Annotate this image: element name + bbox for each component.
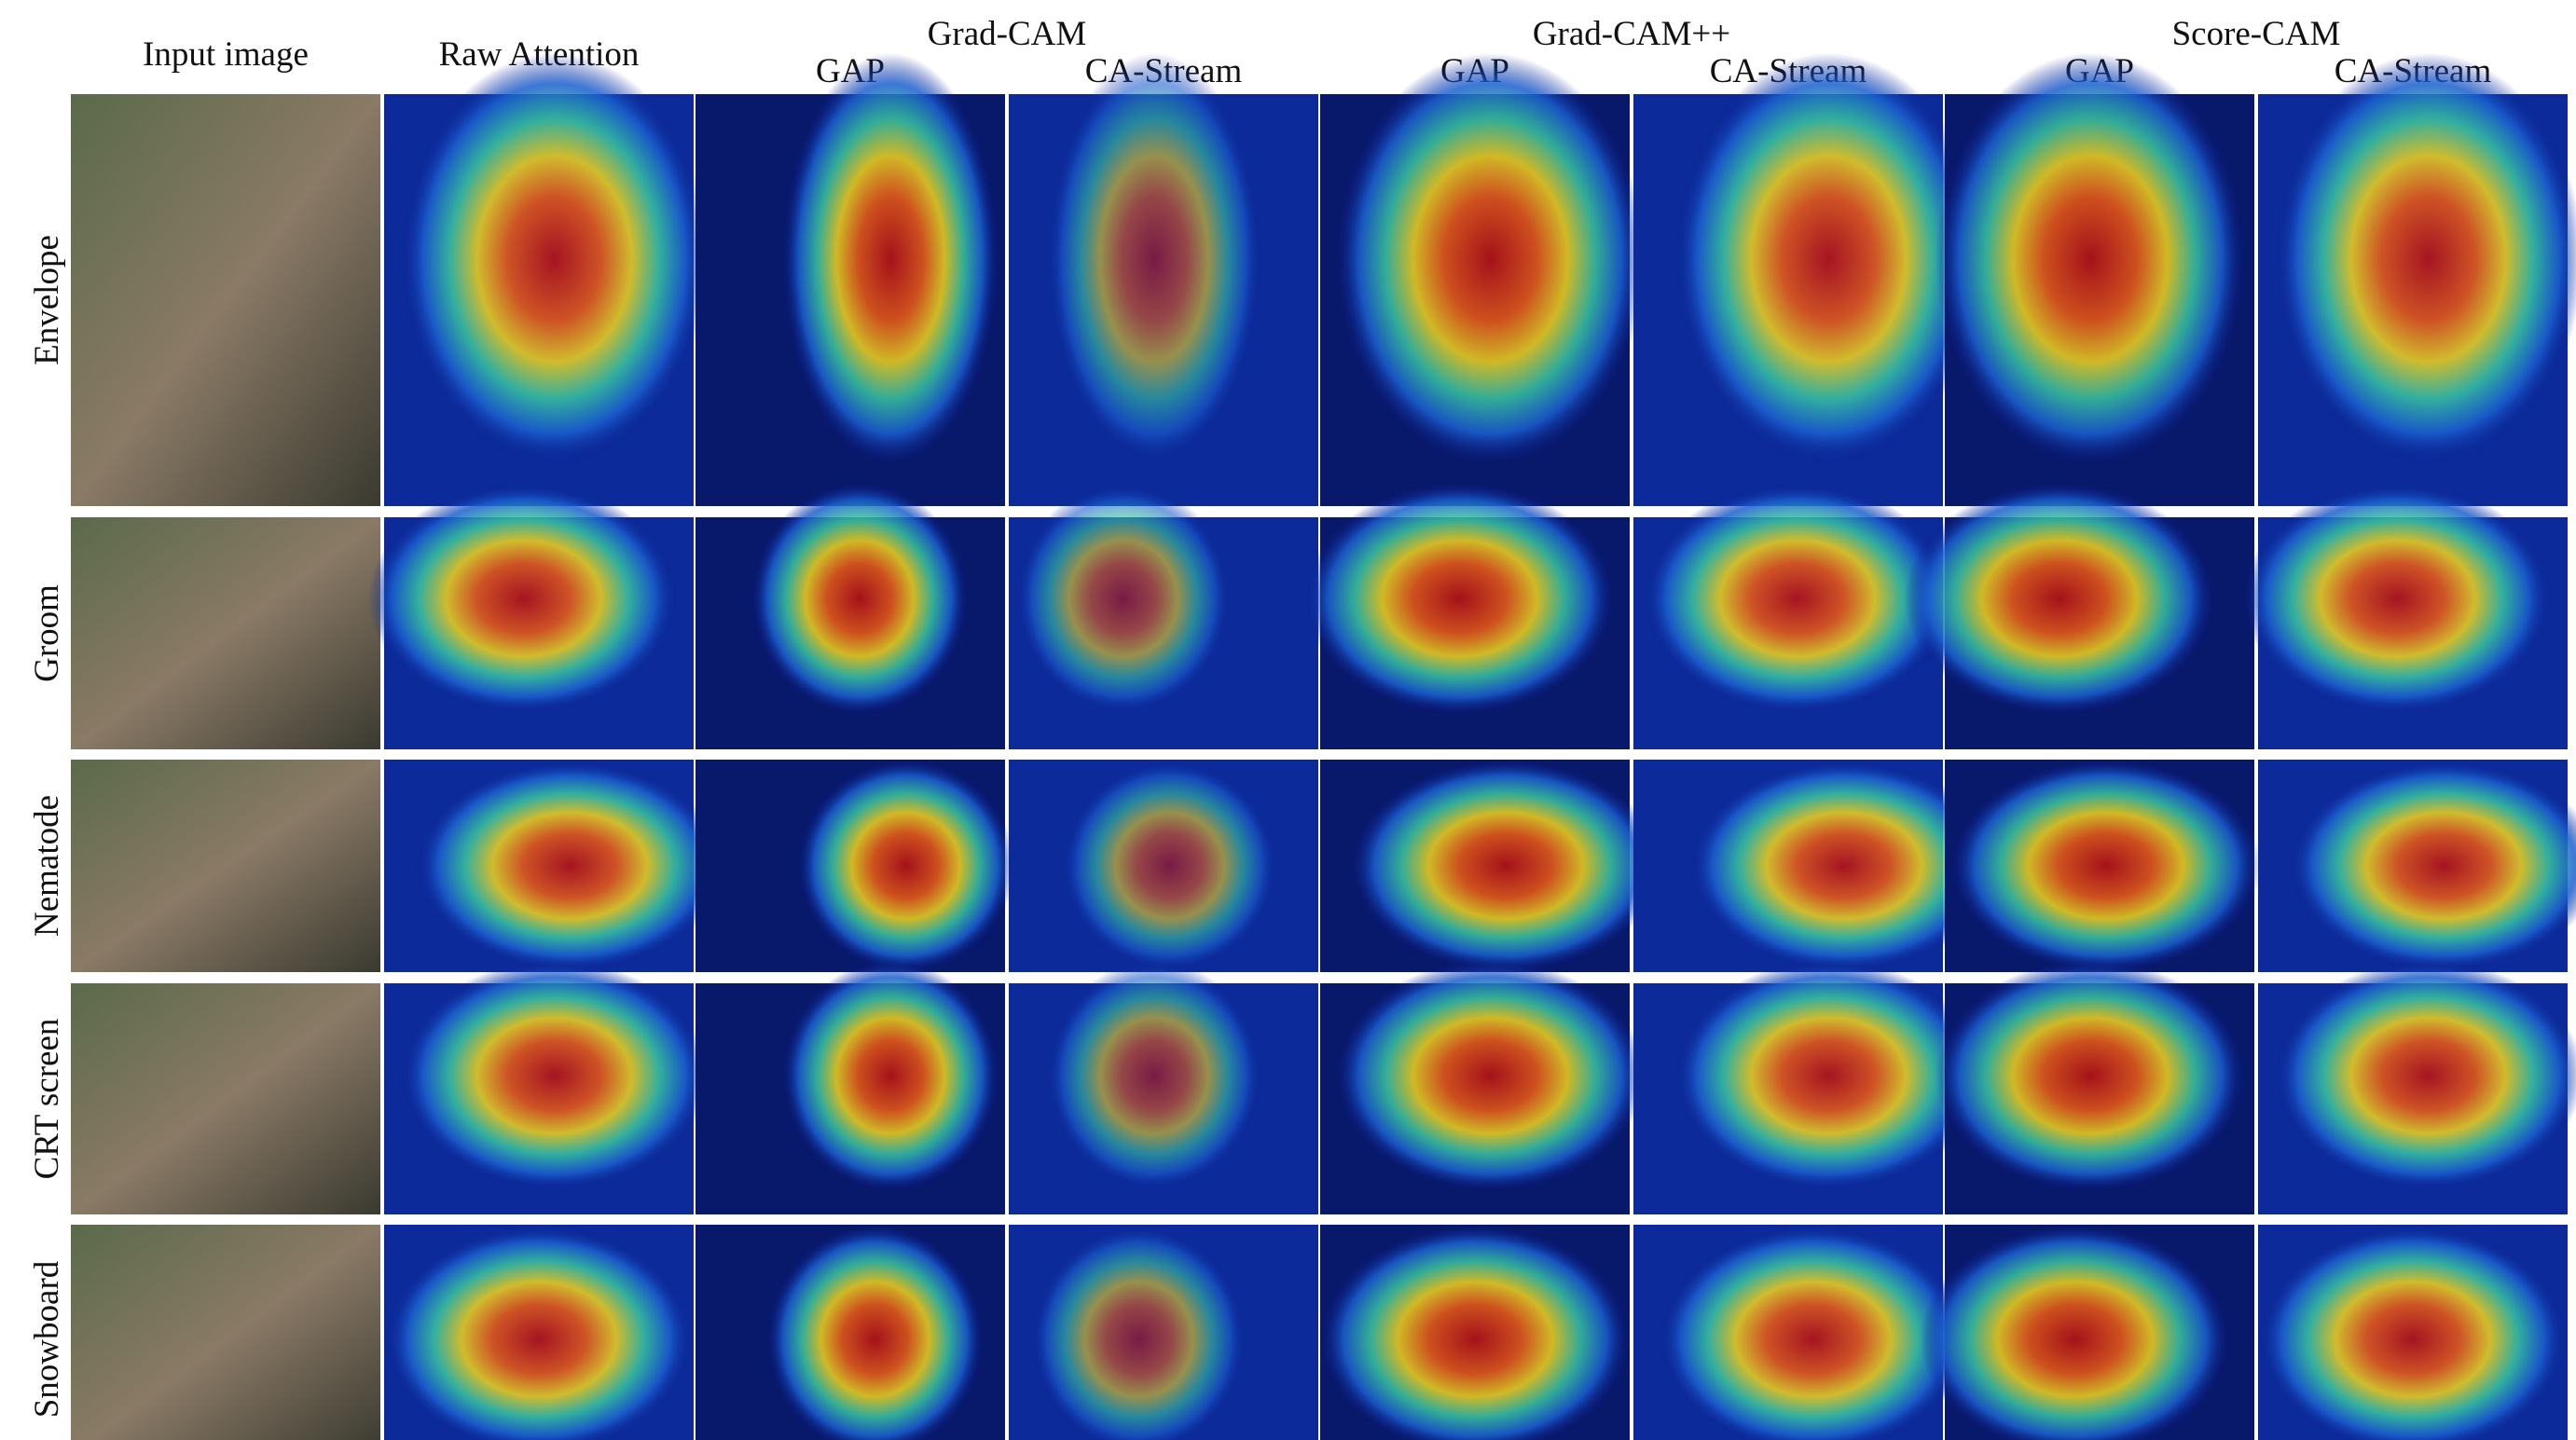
heatmap-blob [1920,1225,2230,1440]
heatmap-blob [1950,760,2261,972]
heatmap-blob [1320,1225,1630,1440]
heatmap-blob [2273,960,2576,1192]
heatmap-blob [1642,482,1952,715]
heatmap-blob [1304,482,1615,715]
heatmap-blob [1014,482,1233,715]
input-image [71,760,380,972]
heatmap-blob [1335,52,1646,465]
input-image [71,517,380,749]
heatmap-blob [1658,1225,1968,1440]
heatmap-blob [781,52,999,465]
heatmap-blob [1351,760,1661,972]
heatmap-blob [2258,1225,2568,1440]
heatmap-blob [2273,52,2576,465]
row-label: Nematode [28,795,66,937]
heatmap-blob [1045,960,1263,1192]
heatmap-blob [2289,760,2576,972]
group-title: Grad-CAM [928,15,1087,53]
row-label: Snowboard [28,1260,66,1418]
heatmap-blob [1904,482,2214,715]
row-label: Envelope [28,235,66,365]
heatmap-blob [384,1225,694,1440]
input-image [71,1225,380,1440]
heatmap-blob [766,1225,984,1440]
input-image [71,983,380,1214]
heatmap-blob [1935,52,2246,465]
row-label: CRT screen [28,1019,66,1180]
heatmap-blob [781,960,999,1192]
heatmap-blob [797,760,1014,972]
heatmap-blob [368,482,679,715]
heatmap-blob [1688,760,1999,972]
heatmap-blob [399,960,709,1192]
heatmap-blob [751,482,969,715]
heatmap-blob [1674,52,1984,465]
heatmap-blob [399,52,709,465]
heatmap-blob [2242,482,2553,715]
column-header: Input image [143,35,309,74]
heatmap-blob [1674,960,1984,1192]
heatmap-blob [415,760,725,972]
heatmap-blob [1030,1225,1247,1440]
heatmap-blob [1061,760,1278,972]
row-label: Groom [28,584,66,682]
group-title: Grad-CAM++ [1533,15,1730,53]
input-image [71,94,380,506]
heatmap-blob [1935,960,2246,1192]
heatmap-blob [1045,52,1263,465]
group-title: Score-CAM [2172,15,2341,53]
heatmap-blob [1335,960,1646,1192]
